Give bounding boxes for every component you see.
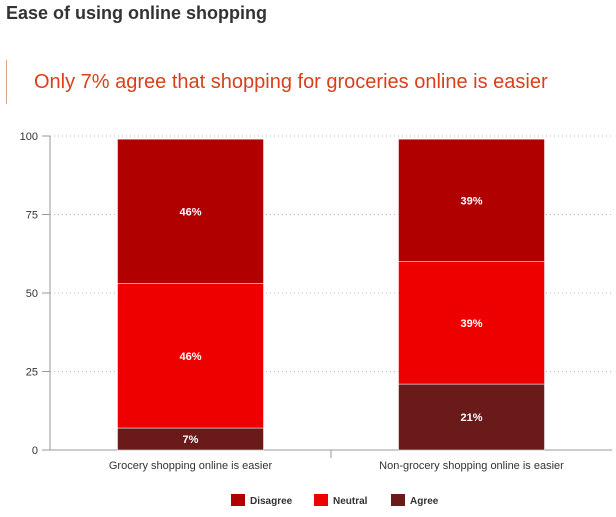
data-label-disagree-2: 39%	[460, 195, 482, 207]
y-tick-label: 75	[26, 210, 38, 222]
bar-neutral-1	[117, 283, 264, 429]
headline-block: Only 7% agree that shopping for grocerie…	[6, 60, 548, 104]
legend-label-agree: Agree	[410, 496, 439, 507]
bar-agree-2	[398, 383, 545, 451]
legend-swatch-neutral	[314, 494, 328, 506]
y-tick-label: 100	[20, 131, 38, 143]
bar-neutral-2	[398, 261, 545, 385]
bars	[117, 138, 545, 451]
page-title: Ease of using online shopping	[6, 3, 268, 23]
data-label-neutral-2: 39%	[460, 318, 482, 330]
legend-label-disagree: Disagree	[250, 496, 293, 507]
x-category-label: Grocery shopping online is easier	[109, 460, 273, 472]
y-tick-label: 50	[26, 288, 38, 300]
bar-disagree-2	[398, 138, 545, 262]
data-label-neutral-1: 46%	[179, 351, 201, 363]
legend-label-neutral: Neutral	[333, 496, 368, 507]
chart-headline: Only 7% agree that shopping for grocerie…	[34, 70, 548, 93]
x-category-label: Non-grocery shopping online is easier	[379, 460, 564, 472]
y-tick-label: 0	[32, 445, 38, 457]
legend-swatch-disagree	[231, 494, 245, 506]
legend-swatch-agree	[391, 494, 405, 506]
y-tick-label: 25	[26, 367, 38, 379]
data-label-disagree-1: 46%	[179, 206, 201, 218]
data-label-agree-2: 21%	[460, 412, 482, 424]
legend: Disagree Neutral Agree	[231, 494, 439, 507]
bar-disagree-1	[117, 138, 264, 284]
data-label-agree-1: 7%	[183, 434, 199, 446]
data-labels: 7% 46% 46% 21% 39% 39%	[179, 195, 482, 446]
